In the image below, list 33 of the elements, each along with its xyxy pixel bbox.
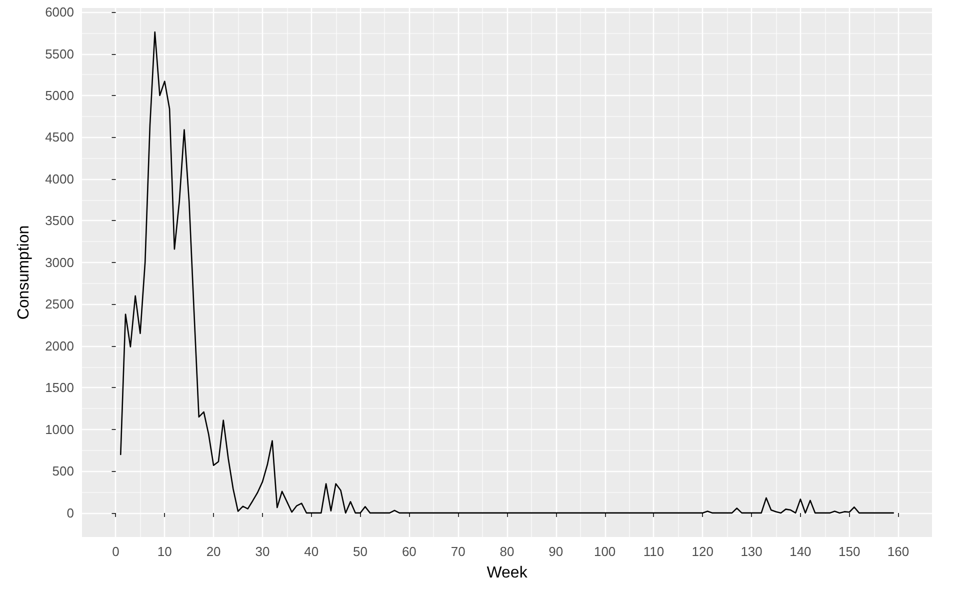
x-tick-label: 130 [740,544,762,559]
x-tick-label: 90 [548,544,564,559]
y-tick-label: 5500 [45,46,74,62]
y-tick-label: 1000 [45,422,74,437]
x-tick-label: 160 [887,544,910,559]
y-tick-label: 2000 [45,338,74,354]
x-axis-title: Week [486,564,528,582]
y-tick-label: 0 [66,505,74,520]
y-tick-label: 2500 [45,296,74,312]
y-tick-label: 1500 [45,380,74,396]
x-tick-label: 80 [500,544,514,559]
x-tick-label: 20 [206,544,221,559]
y-tick-label: 4500 [45,130,74,145]
y-tick-label: 6000 [45,4,74,20]
x-tick-label: 110 [643,544,664,559]
x-tick-label: 10 [157,544,172,559]
x-tick-label: 30 [255,544,270,559]
y-tick-label: 5000 [45,88,74,103]
x-tick-label: 150 [838,544,860,559]
x-tick-label: 140 [790,544,812,559]
y-tick-label: 4000 [45,171,74,186]
y-axis-title: Consumption [16,225,32,320]
y-tick-label: 500 [52,464,74,479]
x-tick-label: 70 [450,544,466,559]
y-tick-label: 3000 [45,254,74,270]
x-tick-label: 120 [692,544,714,559]
x-tick-label: 50 [353,544,368,559]
x-tick-label: 0 [112,544,120,559]
y-tick-label: 3500 [45,213,74,228]
line-series [120,31,894,514]
x-tick-label: 100 [594,544,616,559]
x-tick-label: 40 [304,544,319,559]
x-tick-label: 60 [402,544,416,559]
